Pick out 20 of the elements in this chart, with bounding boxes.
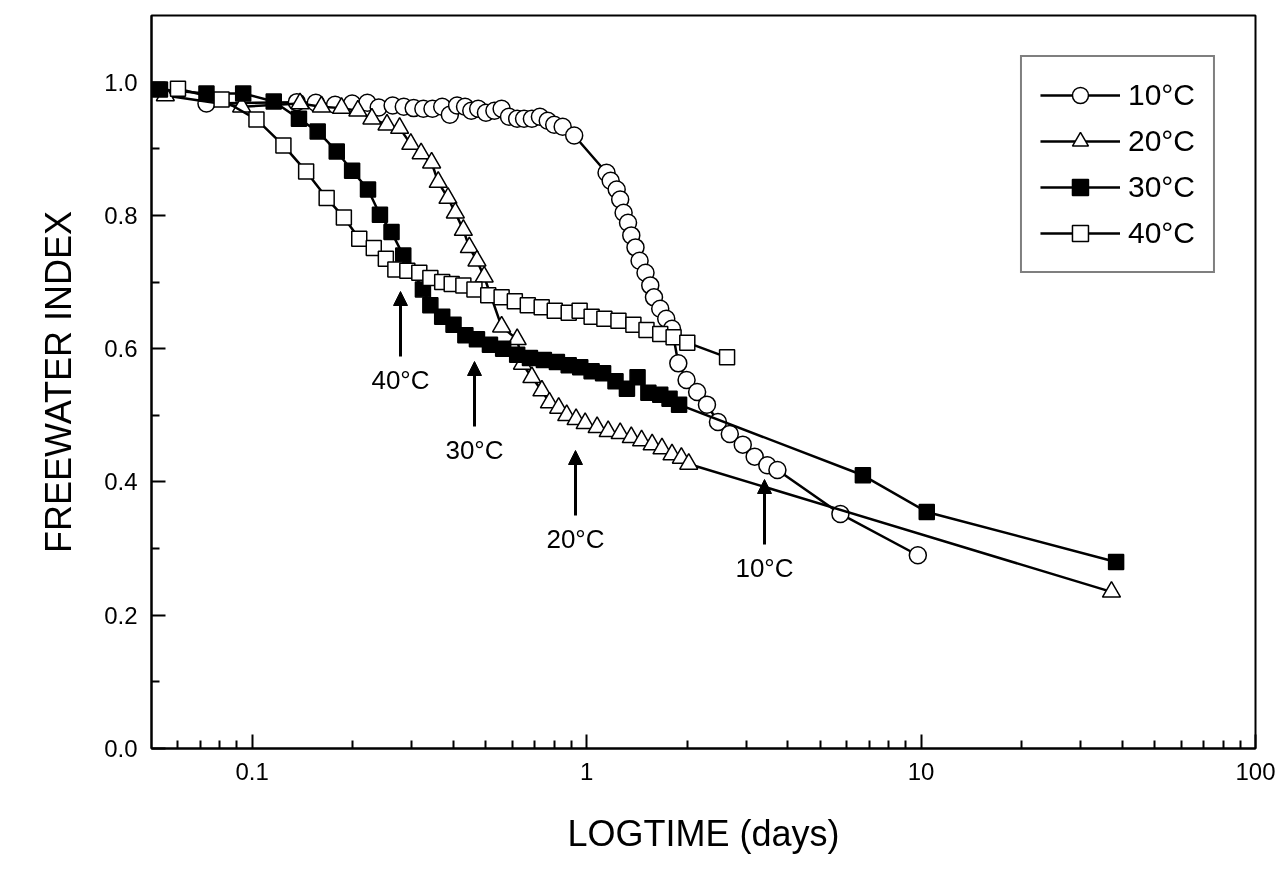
x-tick-label: 1 [579,757,594,785]
legend-label: 40°C [1127,216,1195,250]
annotation: 10°C [735,552,794,583]
legend-label: 30°C [1127,170,1195,204]
x-axis-title: LOGTIME (days) [567,812,840,854]
x-tick-label: 10 [907,757,935,785]
y-tick-label: 0.6 [104,335,138,363]
annotation: 40°C [371,364,430,395]
x-tick-label: 0.1 [235,757,269,785]
legend-label: 20°C [1127,124,1195,158]
y-tick-label: 0.8 [104,201,138,229]
annotation: 20°C [546,523,605,554]
y-tick-label: 0.2 [104,601,138,629]
x-tick-label: 100 [1235,757,1276,785]
y-axis-title: FREEWATER INDEX [38,210,80,554]
y-tick-label: 1.0 [104,68,138,96]
y-tick-label: 0.4 [104,468,138,496]
legend-label: 10°C [1127,78,1195,112]
annotation: 30°C [445,434,504,465]
y-tick-label: 0.0 [104,735,138,762]
